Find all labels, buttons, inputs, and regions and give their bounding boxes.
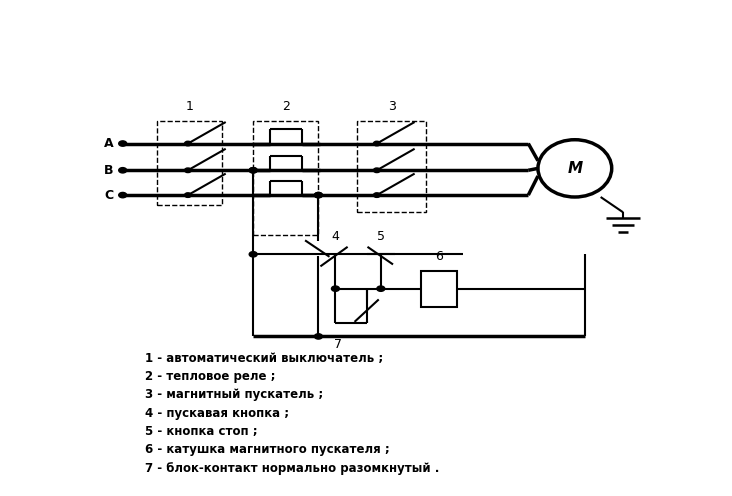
Text: 7: 7 (335, 338, 343, 351)
Text: M: M (567, 161, 583, 176)
Circle shape (315, 192, 322, 198)
Text: 7 - блок-контакт нормально разомкнутый .: 7 - блок-контакт нормально разомкнутый . (146, 462, 440, 475)
Text: 3: 3 (388, 100, 395, 113)
Circle shape (119, 192, 127, 198)
Text: B: B (104, 164, 113, 177)
Circle shape (373, 141, 380, 146)
Circle shape (373, 193, 380, 197)
Text: 4 - пускавая кнопка ;: 4 - пускавая кнопка ; (146, 407, 290, 420)
Bar (357, 121, 426, 212)
Text: 6 - катушка магнитного пускателя ;: 6 - катушка магнитного пускателя ; (146, 443, 390, 456)
Circle shape (119, 168, 127, 173)
Bar (253, 121, 318, 235)
Text: 1: 1 (185, 100, 193, 113)
Circle shape (315, 334, 322, 339)
Circle shape (332, 286, 340, 291)
Circle shape (184, 141, 191, 146)
Text: 3 - магнитный пускатель ;: 3 - магнитный пускатель ; (146, 388, 324, 401)
Circle shape (249, 168, 257, 173)
Ellipse shape (538, 140, 612, 197)
Circle shape (373, 168, 380, 173)
Text: 2 - тепловое реле ;: 2 - тепловое реле ; (146, 370, 276, 383)
Text: 4: 4 (332, 230, 340, 243)
Text: 2: 2 (282, 100, 290, 113)
Text: C: C (104, 188, 113, 201)
Text: 1 - автоматический выключатель ;: 1 - автоматический выключатель ; (146, 352, 384, 365)
Circle shape (249, 168, 257, 173)
Text: A: A (104, 137, 113, 150)
Circle shape (315, 192, 322, 198)
Text: 5: 5 (377, 230, 385, 243)
Text: 6: 6 (435, 250, 443, 263)
Circle shape (119, 141, 127, 146)
Circle shape (184, 168, 191, 173)
Bar (157, 121, 222, 205)
Circle shape (249, 251, 257, 257)
Bar (420, 270, 458, 307)
Text: 5 - кнопка стоп ;: 5 - кнопка стоп ; (146, 425, 258, 438)
Circle shape (377, 286, 385, 291)
Circle shape (184, 193, 191, 197)
